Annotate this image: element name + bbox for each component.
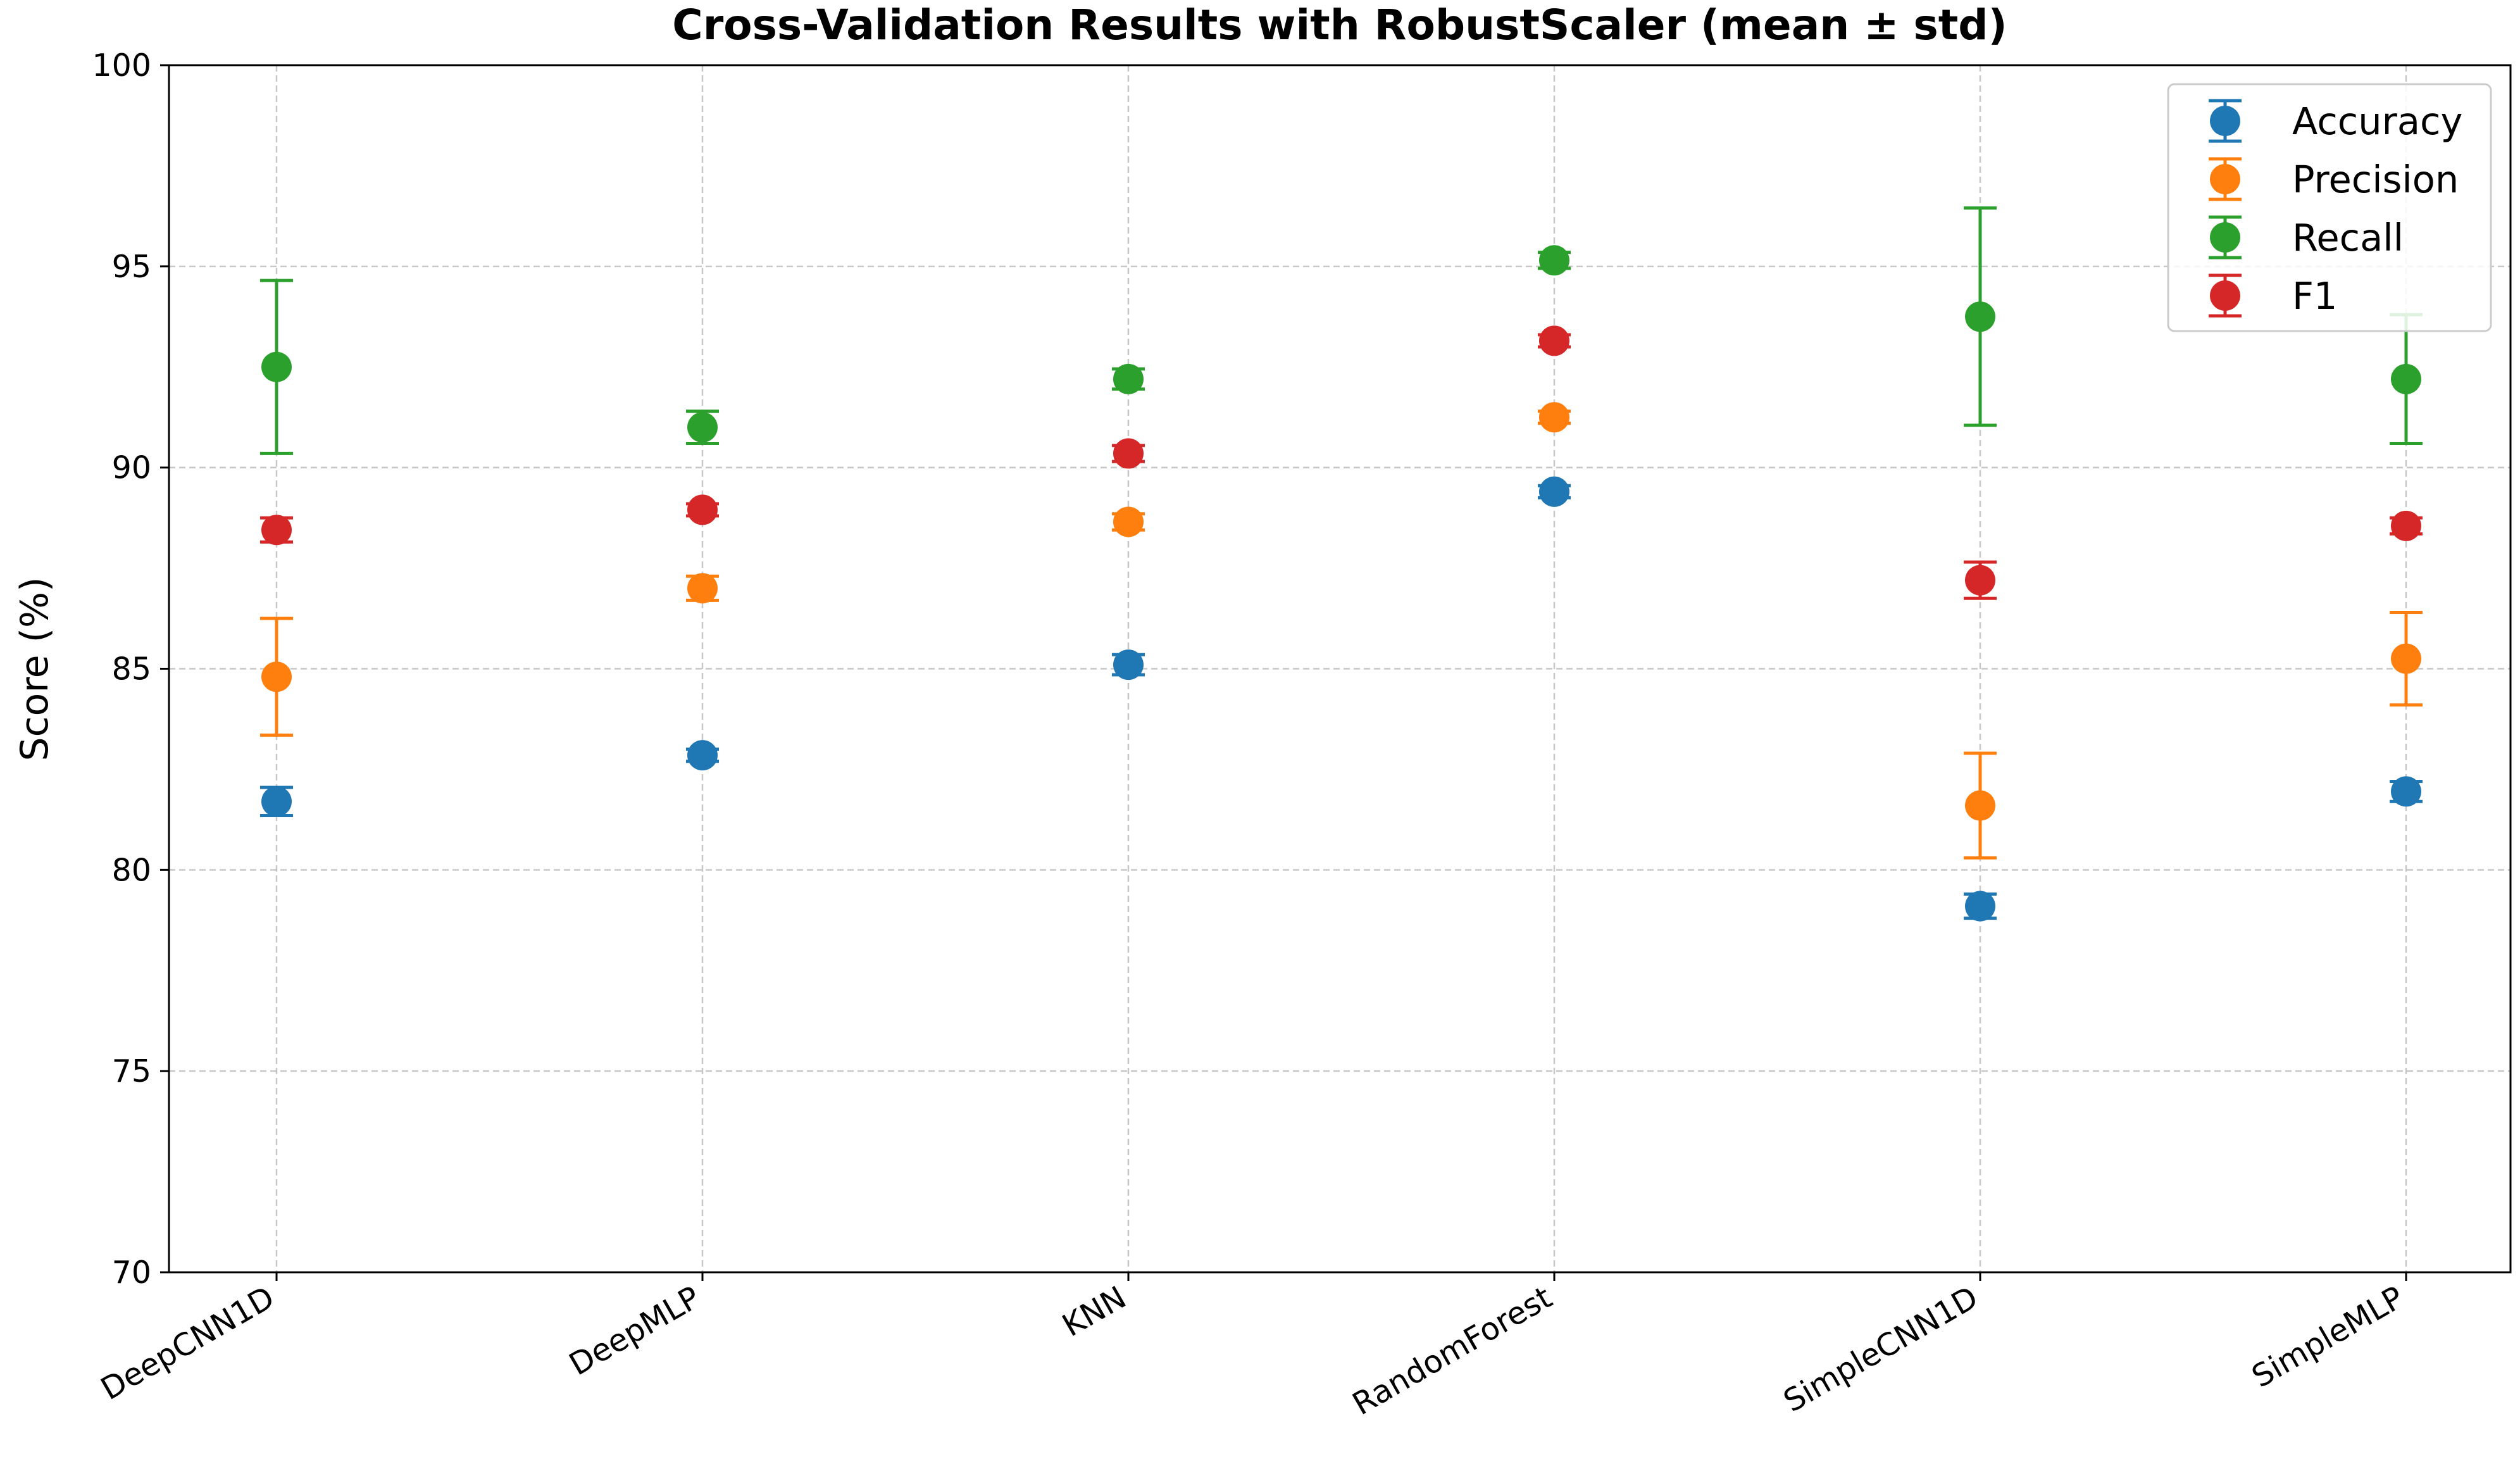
data-point-precision bbox=[687, 573, 718, 604]
x-tick-label: DeepMLP bbox=[563, 1279, 706, 1382]
legend-label: Precision bbox=[2292, 158, 2459, 201]
data-point-accuracy bbox=[1539, 476, 1569, 507]
legend-label: Recall bbox=[2292, 216, 2404, 260]
y-axis-label: Score (%) bbox=[13, 577, 57, 761]
series-f1 bbox=[260, 325, 2423, 600]
legend-item: Accuracy bbox=[2209, 99, 2462, 143]
legend-item: Precision bbox=[2209, 157, 2459, 201]
y-axis-ticks: 70 75 80 85 90 95 100 bbox=[92, 47, 169, 1291]
y-tick-label: 80 bbox=[112, 852, 151, 888]
grid-lines bbox=[169, 64, 2511, 1274]
data-point-recall bbox=[687, 412, 718, 443]
series-recall bbox=[260, 206, 2423, 455]
data-series bbox=[260, 206, 2423, 922]
y-tick-label: 75 bbox=[112, 1053, 151, 1089]
data-point-f1 bbox=[2391, 510, 2421, 541]
x-tick-label: DeepCNN1D bbox=[95, 1279, 280, 1407]
legend-marker bbox=[2210, 222, 2240, 253]
series-precision bbox=[260, 402, 2423, 860]
data-point-accuracy bbox=[1113, 649, 1144, 680]
y-tick-label: 100 bbox=[92, 47, 151, 84]
data-point-f1 bbox=[1539, 325, 1569, 356]
data-point-f1 bbox=[687, 494, 718, 525]
chart-title: Cross-Validation Results with RobustScal… bbox=[672, 1, 2007, 49]
data-point-f1 bbox=[1965, 565, 1995, 596]
data-point-precision bbox=[1113, 506, 1144, 537]
data-point-precision bbox=[261, 661, 292, 692]
legend-marker bbox=[2210, 164, 2240, 194]
legend-box bbox=[2167, 83, 2492, 332]
data-point-recall bbox=[1965, 301, 1995, 332]
data-point-recall bbox=[2391, 363, 2421, 394]
data-point-f1 bbox=[261, 515, 292, 546]
x-tick-label: RandomForest bbox=[1347, 1279, 1558, 1422]
x-tick-label: KNN bbox=[1056, 1279, 1132, 1344]
data-point-accuracy bbox=[2391, 776, 2421, 807]
legend-marker bbox=[2210, 280, 2240, 311]
legend-label: Accuracy bbox=[2292, 99, 2462, 143]
y-tick-label: 85 bbox=[112, 651, 151, 687]
data-point-recall bbox=[1113, 363, 1144, 394]
data-point-precision bbox=[2391, 643, 2421, 674]
data-point-accuracy bbox=[687, 740, 718, 771]
legend-item: F1 bbox=[2209, 273, 2337, 318]
data-point-precision bbox=[1539, 402, 1569, 433]
legend: Accuracy Precision Recall F1 bbox=[2167, 83, 2492, 332]
legend-marker bbox=[2210, 106, 2240, 136]
y-tick-label: 95 bbox=[112, 249, 151, 285]
legend-label: F1 bbox=[2292, 274, 2337, 318]
y-tick-label: 90 bbox=[112, 450, 151, 486]
legend-item: Recall bbox=[2209, 215, 2404, 260]
data-point-accuracy bbox=[261, 786, 292, 817]
data-point-recall bbox=[261, 351, 292, 382]
x-axis-ticks: DeepCNN1D DeepMLP KNN RandomForest SimpleCNN… bbox=[95, 1272, 2410, 1422]
series-accuracy bbox=[260, 476, 2423, 922]
data-point-f1 bbox=[1113, 438, 1144, 469]
plot-frame bbox=[168, 64, 2512, 1274]
x-tick-label: SimpleMLP bbox=[2246, 1279, 2410, 1395]
data-point-accuracy bbox=[1965, 891, 1995, 922]
data-point-recall bbox=[1539, 245, 1569, 276]
data-point-precision bbox=[1965, 790, 1995, 821]
x-tick-label: SimpleCNN1D bbox=[1778, 1279, 1984, 1419]
y-tick-label: 70 bbox=[112, 1255, 151, 1291]
